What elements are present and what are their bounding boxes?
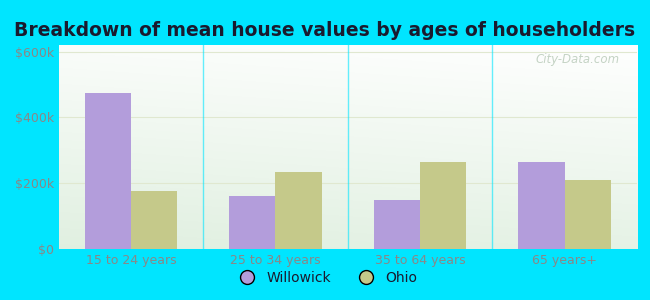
Bar bbox=[565, 180, 611, 249]
Bar bbox=[519, 162, 565, 249]
Bar bbox=[131, 191, 177, 249]
Bar bbox=[229, 196, 276, 249]
Text: Breakdown of mean house values by ages of householders: Breakdown of mean house values by ages o… bbox=[14, 21, 636, 40]
Bar bbox=[420, 162, 466, 249]
Bar bbox=[276, 172, 322, 249]
Bar bbox=[84, 93, 131, 249]
Text: City-Data.com: City-Data.com bbox=[536, 53, 619, 66]
Bar bbox=[374, 200, 420, 249]
Legend: Willowick, Ohio: Willowick, Ohio bbox=[227, 265, 422, 290]
